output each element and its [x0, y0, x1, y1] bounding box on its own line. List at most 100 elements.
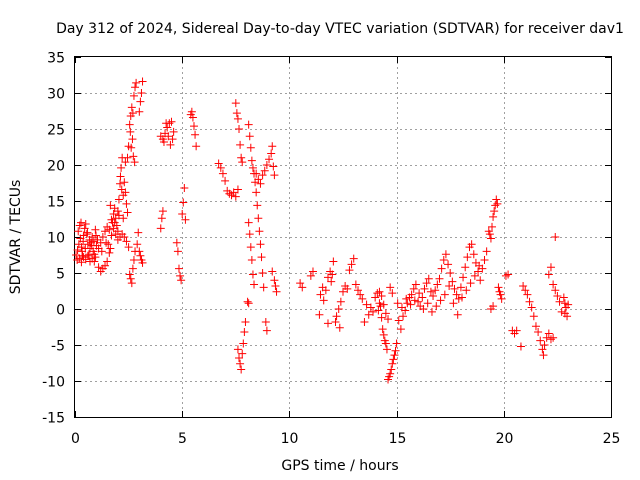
data-point [137, 89, 146, 97]
data-point [156, 224, 165, 233]
data-point [240, 328, 249, 337]
data-point [351, 280, 360, 289]
data-point [116, 172, 125, 181]
data-point [440, 290, 449, 299]
data-point [521, 286, 530, 295]
data-point [225, 189, 234, 198]
data-point [134, 228, 143, 237]
data-point [551, 233, 560, 241]
data-point [399, 312, 408, 321]
chart-title: Day 312 of 2024, Sidereal Day-to-day VTE… [56, 21, 624, 37]
data-point [239, 339, 248, 348]
data-point [97, 247, 106, 256]
data-point [159, 137, 168, 146]
data-point [546, 263, 555, 272]
data-point [480, 256, 489, 265]
data-point [336, 297, 345, 306]
data-point [402, 294, 411, 303]
data-point [138, 77, 147, 86]
data-point [83, 251, 92, 260]
data-point [128, 135, 137, 144]
data-point [232, 109, 241, 118]
data-point [218, 169, 227, 178]
data-point [544, 270, 553, 279]
data-point [449, 299, 458, 308]
data-point [106, 201, 115, 210]
data-point [104, 240, 113, 249]
data-point [470, 271, 479, 280]
data-point [356, 290, 365, 299]
data-point [252, 188, 261, 197]
data-point [469, 250, 478, 259]
data-point [121, 158, 130, 167]
data-point [379, 330, 388, 339]
data-point [176, 271, 185, 280]
data-point [448, 277, 457, 286]
data-point [318, 283, 327, 292]
data-point [120, 178, 129, 187]
data-point [135, 247, 144, 256]
data-point [131, 83, 140, 92]
data-point [486, 305, 495, 313]
data-point [396, 325, 405, 334]
data-point [253, 201, 262, 210]
data-point [564, 300, 573, 309]
data-point [91, 225, 100, 234]
data-point [538, 345, 547, 354]
data-point [113, 227, 122, 236]
data-point [238, 158, 247, 167]
data-point [101, 261, 110, 270]
data-point [494, 283, 503, 292]
data-point [114, 195, 123, 204]
y-tick-label: 5 [56, 267, 65, 283]
data-point [261, 317, 270, 326]
data-point [334, 305, 343, 313]
data-point [406, 300, 415, 309]
data-point [247, 256, 256, 265]
y-tick-label: 15 [47, 195, 65, 211]
data-point [254, 175, 263, 184]
x-tick-label: 0 [71, 431, 80, 447]
data-point [73, 256, 82, 265]
data-point [235, 353, 244, 362]
data-point [560, 299, 569, 308]
data-point [221, 176, 230, 185]
data-point [388, 289, 397, 298]
data-point [523, 290, 532, 299]
data-point [238, 349, 247, 358]
data-point [102, 238, 111, 247]
data-point [117, 163, 126, 172]
data-point [376, 302, 385, 311]
data-point [110, 218, 119, 227]
data-point [463, 253, 472, 262]
data-point [132, 78, 141, 87]
data-point [179, 198, 188, 207]
data-point [492, 195, 501, 204]
x-tick-label: 25 [603, 431, 621, 447]
data-point [475, 261, 484, 270]
data-point [374, 306, 383, 315]
plot-frame [74, 56, 612, 418]
data-point [164, 132, 173, 141]
data-point [335, 323, 344, 332]
data-point [490, 207, 499, 216]
data-point [163, 123, 172, 132]
data-point [544, 329, 553, 338]
data-point [236, 140, 245, 149]
data-point [233, 114, 242, 123]
data-point [466, 279, 475, 288]
data-point [168, 135, 177, 144]
data-point [388, 359, 397, 368]
data-point [130, 158, 139, 167]
data-point [437, 264, 446, 273]
data-point [540, 341, 549, 349]
data-points [72, 77, 573, 384]
y-axis-label: SDTVAR / TECUs [8, 180, 24, 295]
data-point [327, 277, 336, 286]
data-point [559, 293, 568, 302]
data-point [306, 271, 315, 280]
data-point [233, 185, 242, 194]
data-point [525, 297, 534, 306]
data-point [257, 253, 266, 262]
data-point [422, 279, 431, 288]
